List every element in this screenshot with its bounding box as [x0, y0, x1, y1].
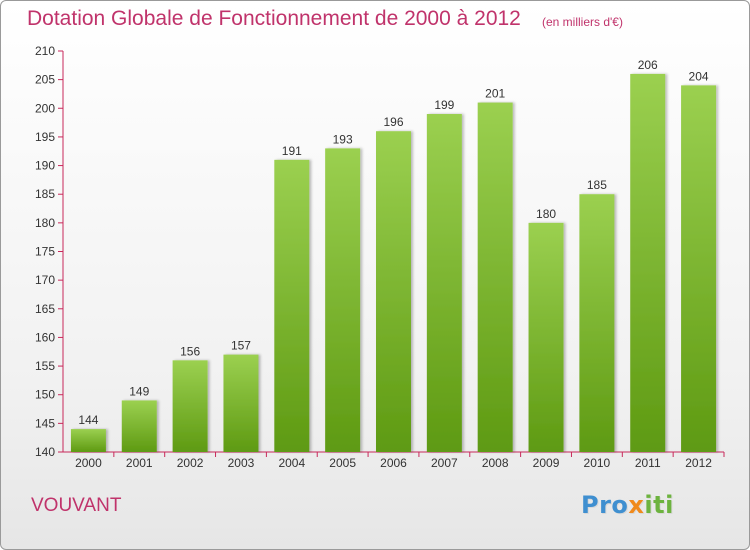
bar	[121, 400, 157, 452]
y-tick-label: 160	[35, 330, 55, 344]
x-tick-label: 2000	[75, 456, 102, 470]
y-tick-label: 180	[35, 216, 55, 230]
y-tick-label: 155	[35, 359, 55, 373]
bar-value-label: 157	[231, 339, 251, 353]
bar-value-label: 185	[587, 178, 607, 192]
x-tick-label: 2006	[380, 456, 407, 470]
x-tick-label: 2005	[329, 456, 356, 470]
x-tick-label: 2002	[177, 456, 204, 470]
y-tick-label: 190	[35, 159, 55, 173]
x-tick-label: 2009	[533, 456, 560, 470]
bar	[630, 73, 666, 453]
chart-subtitle: (en milliers d'€)	[542, 15, 623, 29]
y-tick-label: 205	[35, 73, 55, 87]
bar	[681, 85, 717, 452]
x-tick-label: 2008	[482, 456, 509, 470]
bar-value-label: 144	[78, 413, 98, 427]
bar-value-label: 196	[383, 115, 403, 129]
bar-value-label: 201	[485, 87, 505, 101]
x-tick-label: 2004	[278, 456, 305, 470]
logo-part-3: iti	[644, 491, 674, 519]
bar-value-label: 191	[282, 144, 302, 158]
bar-value-label: 149	[129, 384, 149, 398]
x-tick-label: 2003	[228, 456, 255, 470]
bar	[274, 159, 310, 453]
bar	[579, 194, 615, 452]
commune-name: VOUVANT	[31, 495, 122, 516]
bar-value-label: 199	[434, 98, 454, 112]
chart-title: Dotation Globale de Fonctionnement de 20…	[27, 7, 521, 30]
y-tick-label: 145	[35, 416, 55, 430]
bar	[223, 354, 259, 452]
x-tick-label: 2011	[635, 456, 661, 470]
y-tick-label: 195	[35, 130, 55, 144]
y-tick-label: 140	[35, 445, 55, 459]
bar	[172, 360, 208, 452]
bar	[528, 222, 564, 452]
y-tick-label: 150	[35, 388, 55, 402]
bar	[376, 131, 411, 452]
logo-part-2: x	[628, 491, 645, 519]
x-tick-label: 2001	[126, 456, 153, 470]
bar-value-label: 180	[536, 207, 556, 221]
y-tick-label: 200	[35, 101, 55, 115]
x-tick-label: 2007	[431, 456, 458, 470]
bar-value-label: 193	[333, 132, 353, 146]
x-tick-label: 2010	[584, 456, 611, 470]
y-tick-label: 175	[35, 245, 55, 259]
bar	[426, 114, 462, 452]
bar	[70, 429, 106, 452]
proxiti-logo: Proxiti	[581, 491, 674, 519]
bar	[477, 102, 513, 453]
bar-value-label: 206	[638, 58, 658, 72]
logo-part-1: Pro	[581, 491, 629, 519]
y-tick-label: 165	[35, 302, 55, 316]
y-tick-label: 210	[35, 44, 55, 58]
y-tick-label: 185	[35, 187, 55, 201]
x-tick-label: 2012	[685, 456, 712, 470]
bar-value-label: 156	[180, 344, 200, 358]
bar	[325, 148, 361, 452]
y-tick-label: 170	[35, 273, 55, 287]
bar-value-label: 204	[689, 69, 709, 83]
